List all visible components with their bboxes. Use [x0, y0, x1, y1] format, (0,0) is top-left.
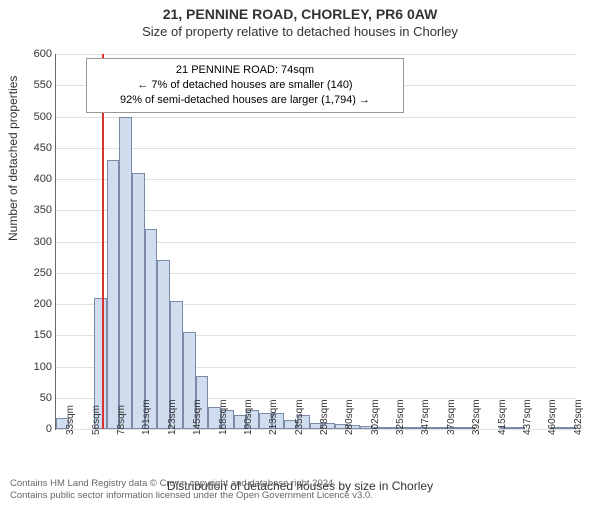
- info-line-1: 21 PENNINE ROAD: 74sqm: [95, 63, 395, 78]
- histogram-bar: [119, 117, 132, 430]
- y-tick-label: 400: [12, 173, 52, 185]
- gridline: [56, 148, 576, 149]
- info-line-2: ← 7% of detached houses are smaller (140…: [95, 78, 395, 93]
- gridline: [56, 117, 576, 118]
- y-tick-label: 50: [12, 392, 52, 404]
- page-subtitle: Size of property relative to detached ho…: [0, 24, 600, 39]
- y-tick-label: 500: [12, 111, 52, 123]
- x-tick-label: 78sqm: [116, 405, 127, 435]
- x-tick-label: 415sqm: [497, 399, 508, 435]
- x-tick-label: 145sqm: [192, 399, 203, 435]
- y-tick-label: 250: [12, 267, 52, 279]
- footer-line-1: Contains HM Land Registry data © Crown c…: [10, 478, 373, 490]
- x-tick-label: 33sqm: [65, 405, 76, 435]
- x-tick-label: 123sqm: [167, 399, 178, 435]
- y-tick-label: 100: [12, 361, 52, 373]
- y-tick-label: 550: [12, 79, 52, 91]
- info-box: 21 PENNINE ROAD: 74sqm ← 7% of detached …: [86, 58, 404, 113]
- x-tick-label: 437sqm: [522, 399, 533, 435]
- x-tick-label: 392sqm: [471, 399, 482, 435]
- footer-line-2: Contains public sector information licen…: [10, 490, 373, 502]
- x-tick-label: 101sqm: [141, 399, 152, 435]
- y-tick-label: 300: [12, 236, 52, 248]
- x-tick-label: 302sqm: [370, 399, 381, 435]
- y-tick-label: 200: [12, 298, 52, 310]
- x-tick-label: 370sqm: [446, 399, 457, 435]
- footer: Contains HM Land Registry data © Crown c…: [10, 478, 373, 502]
- y-tick-label: 0: [12, 423, 52, 435]
- x-tick-label: 235sqm: [294, 399, 305, 435]
- x-tick-label: 190sqm: [243, 399, 254, 435]
- x-tick-label: 280sqm: [344, 399, 355, 435]
- x-tick-label: 258sqm: [319, 399, 330, 435]
- x-tick-label: 56sqm: [91, 405, 102, 435]
- y-tick-label: 450: [12, 142, 52, 154]
- y-tick-label: 350: [12, 204, 52, 216]
- x-tick-label: 482sqm: [573, 399, 584, 435]
- y-tick-label: 150: [12, 329, 52, 341]
- page-title: 21, PENNINE ROAD, CHORLEY, PR6 0AW: [0, 6, 600, 22]
- x-tick-label: 460sqm: [547, 399, 558, 435]
- x-tick-label: 168sqm: [218, 399, 229, 435]
- x-tick-label: 213sqm: [268, 399, 279, 435]
- info-line-3: 92% of semi-detached houses are larger (…: [95, 93, 395, 108]
- y-tick-label: 600: [12, 48, 52, 60]
- gridline: [56, 54, 576, 55]
- histogram-bar: [132, 173, 145, 429]
- x-tick-label: 325sqm: [395, 399, 406, 435]
- histogram-bar: [107, 160, 120, 429]
- x-tick-label: 347sqm: [420, 399, 431, 435]
